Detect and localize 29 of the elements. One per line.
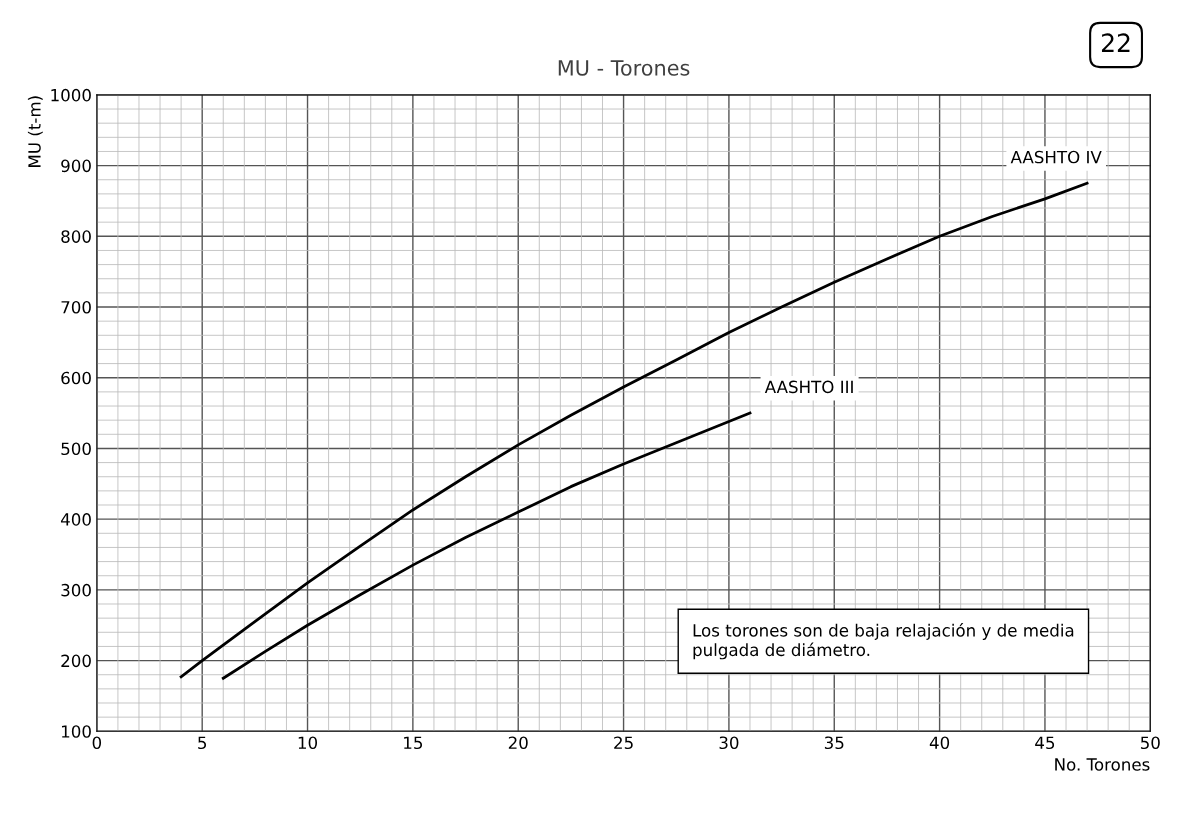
y-tick-label: 300 xyxy=(61,583,91,597)
y-tick-label: 800 xyxy=(61,230,91,243)
series-label: AASHTO IV xyxy=(1010,150,1102,164)
x-tick-label: 45 xyxy=(1035,736,1055,750)
series-label: AASHTO III xyxy=(764,380,853,394)
y-tick-label: 400 xyxy=(60,513,91,526)
text: 22 xyxy=(1101,33,1130,52)
x-tick-label: 10 xyxy=(298,736,318,750)
chart-title: MU - Torones xyxy=(558,60,690,76)
x-tick-label: 50 xyxy=(1140,736,1160,750)
y-axis-title: MU (t-m) xyxy=(27,96,43,167)
x-tick-label: 35 xyxy=(824,736,844,750)
x-tick-label: 0 xyxy=(92,736,102,750)
x-tick-label: 5 xyxy=(198,736,207,750)
x-tick-label: 30 xyxy=(719,736,739,750)
y-tick-label: 1000 xyxy=(51,88,91,102)
y-tick-label: 600 xyxy=(61,371,91,385)
y-tick-label: 500 xyxy=(61,442,91,456)
x-tick-label: 20 xyxy=(508,736,528,750)
y-tick-label: 100 xyxy=(62,725,91,738)
y-tick-label: 700 xyxy=(61,300,91,314)
annotation: Los torones son de baja relajación y de media pulgada de diámetro. xyxy=(693,623,1074,660)
x-tick-label: 25 xyxy=(614,736,633,750)
line-series xyxy=(179,181,1089,679)
x-axis-title: No. Torones xyxy=(1055,758,1150,771)
y-tick-label: 200 xyxy=(61,654,91,668)
x-tick-label: 40 xyxy=(929,736,950,750)
y-tick-label: 900 xyxy=(61,159,91,173)
x-tick-label: 15 xyxy=(404,736,423,750)
